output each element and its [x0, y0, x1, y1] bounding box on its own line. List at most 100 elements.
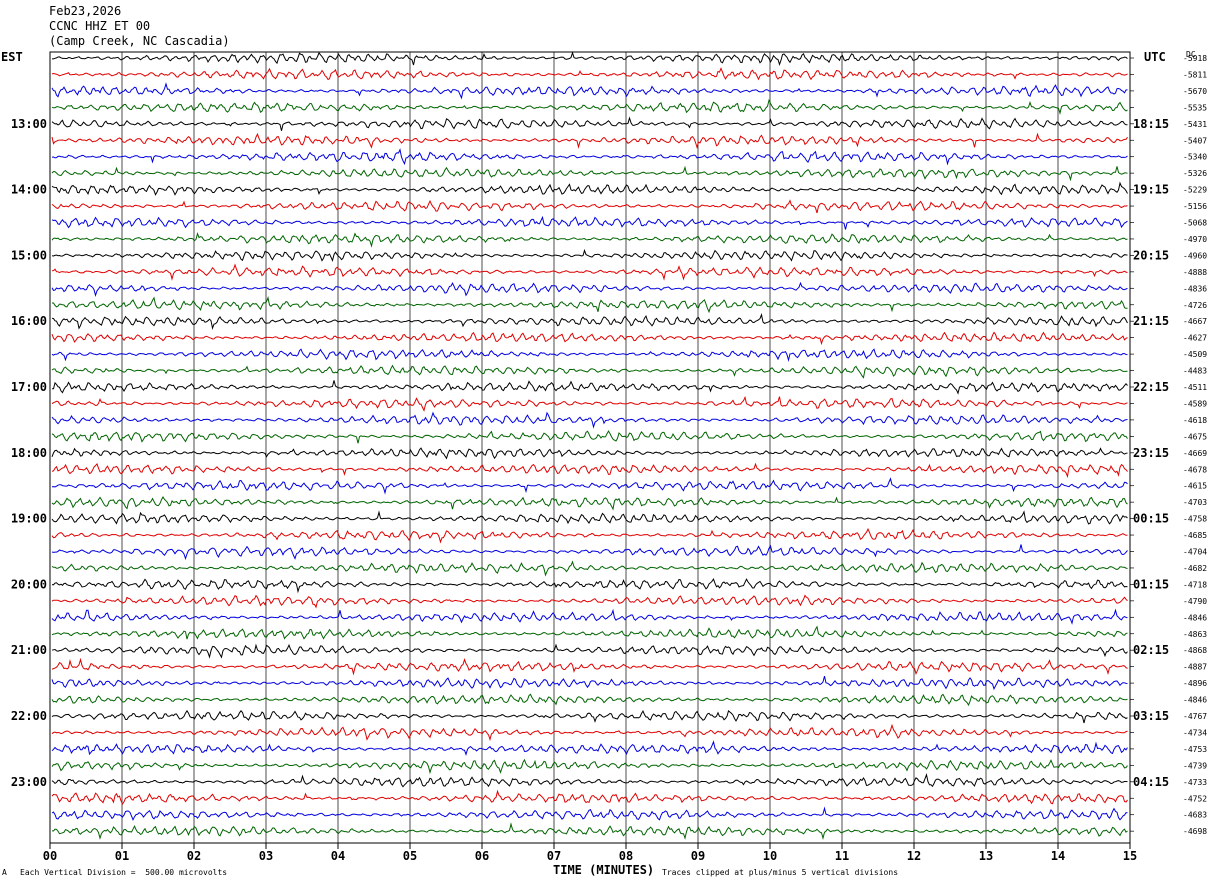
utc-hour-label: 18:15 [1133, 117, 1169, 131]
trace-line [51, 789, 1128, 806]
dc-offset-label: -4888 [1183, 268, 1207, 277]
scale-note: Each Vertical Division = 500.00 microvol… [20, 868, 228, 877]
trace-line [51, 331, 1128, 346]
trace-line [51, 231, 1128, 248]
dc-offset-label: -4685 [1183, 531, 1207, 540]
est-hour-label: 16:00 [11, 314, 47, 328]
utc-hour-label: 01:15 [1133, 577, 1169, 591]
est-hour-label: 13:00 [11, 117, 47, 131]
dc-offset-label: -4846 [1183, 613, 1207, 622]
est-hour-label: 22:00 [11, 709, 47, 723]
trace-line [52, 380, 1128, 395]
est-hour-label: 18:00 [11, 446, 47, 460]
x-axis-label: TIME (MINUTES) [553, 863, 655, 877]
trace-line [51, 594, 1128, 609]
dc-offset-label: -5918 [1183, 54, 1207, 63]
est-hour-label: 17:00 [11, 380, 47, 394]
plot-date: Feb23,2026 [49, 4, 122, 18]
x-tick-label: 09 [691, 849, 705, 863]
dc-offset-label: -4790 [1183, 597, 1207, 606]
x-tick-label: 02 [187, 849, 201, 863]
dc-offset-label: -4896 [1183, 679, 1207, 688]
trace-line [51, 313, 1128, 331]
dc-offset-label: -5340 [1183, 153, 1207, 162]
dc-offset-label: -4678 [1183, 465, 1207, 474]
dc-offset-label: -4627 [1183, 334, 1207, 343]
station-code: CCNC HHZ ET 00 [49, 19, 151, 33]
trace-line [51, 148, 1128, 166]
dc-offset-label: -4733 [1183, 778, 1207, 787]
utc-hour-label: 04:15 [1133, 775, 1169, 789]
dc-offset-label: -4615 [1183, 482, 1207, 491]
trace-line [51, 758, 1128, 775]
dc-offset-label: -4960 [1183, 251, 1207, 260]
trace-line [51, 527, 1128, 544]
est-hour-label: 23:00 [11, 775, 47, 789]
x-tick-label: 06 [475, 849, 489, 863]
trace-line [52, 51, 1128, 66]
dc-offset-label: -4669 [1183, 449, 1207, 458]
trace-line [51, 248, 1128, 263]
x-tick-label: 10 [763, 849, 777, 863]
dc-offset-label: -4758 [1183, 515, 1207, 524]
dc-offset-label: -4863 [1183, 630, 1207, 639]
dc-offset-label: -5068 [1183, 219, 1207, 228]
utc-hour-label: 20:15 [1133, 248, 1169, 262]
dc-offset-label: -5670 [1183, 87, 1207, 96]
trace-line [51, 181, 1128, 196]
dc-offset-label: -4667 [1183, 317, 1207, 326]
x-tick-label: 15 [1123, 849, 1137, 863]
x-tick-label: 12 [907, 849, 921, 863]
trace-line [51, 773, 1128, 788]
scale-glyph: A [2, 868, 7, 877]
dc-offset-label: -4739 [1183, 761, 1207, 770]
dc-offset-label: -4726 [1183, 301, 1207, 310]
est-hour-label: 14:00 [11, 183, 47, 197]
trace-line [51, 395, 1128, 412]
dc-offset-label: -4698 [1183, 827, 1207, 836]
x-tick-label: 05 [403, 849, 417, 863]
dc-offset-label: -5811 [1183, 70, 1207, 79]
x-tick-label: 07 [547, 849, 561, 863]
dc-label: DC [1186, 50, 1196, 59]
x-tick-label: 13 [979, 849, 993, 863]
trace-line [51, 578, 1128, 594]
trace-line [51, 477, 1128, 495]
dc-offset-label: -4682 [1183, 564, 1207, 573]
trace-line [51, 281, 1128, 298]
trace-line [51, 822, 1128, 841]
dc-offset-label: -5229 [1183, 186, 1207, 195]
dc-offset-label: -4703 [1183, 498, 1207, 507]
trace-line [51, 199, 1128, 214]
est-hour-label: 19:00 [11, 512, 47, 526]
dc-offset-label: -4752 [1183, 794, 1207, 803]
dc-offset-label: -4887 [1183, 663, 1207, 672]
trace-line [51, 560, 1128, 577]
dc-offset-label: -4718 [1183, 580, 1207, 589]
utc-hour-label: 19:15 [1133, 183, 1169, 197]
x-tick-label: 01 [115, 849, 129, 863]
dc-offset-label: -4704 [1183, 548, 1207, 557]
trace-line [51, 364, 1128, 379]
x-tick-label: 14 [1051, 849, 1065, 863]
dc-offset-label: -4970 [1183, 235, 1207, 244]
dc-offset-label: -4509 [1183, 350, 1207, 359]
trace-line [52, 296, 1128, 314]
trace-line [51, 723, 1128, 742]
trace-line [51, 263, 1128, 281]
trace-line [51, 675, 1128, 691]
station-location: (Camp Creek, NC Cascadia) [49, 34, 230, 48]
dc-offset-label: -4753 [1183, 745, 1207, 754]
utc-hour-label: 21:15 [1133, 314, 1169, 328]
x-tick-label: 08 [619, 849, 633, 863]
x-tick-label: 04 [331, 849, 345, 863]
trace-line [51, 165, 1128, 182]
trace-line [51, 709, 1128, 724]
trace-line [51, 740, 1128, 757]
utc-hour-label: 22:15 [1133, 380, 1169, 394]
dc-offset-label: -5407 [1183, 136, 1207, 145]
dc-offset-label: -4675 [1183, 432, 1207, 441]
dc-offset-label: -4868 [1183, 646, 1207, 655]
dc-offset-label: -4734 [1183, 728, 1207, 737]
